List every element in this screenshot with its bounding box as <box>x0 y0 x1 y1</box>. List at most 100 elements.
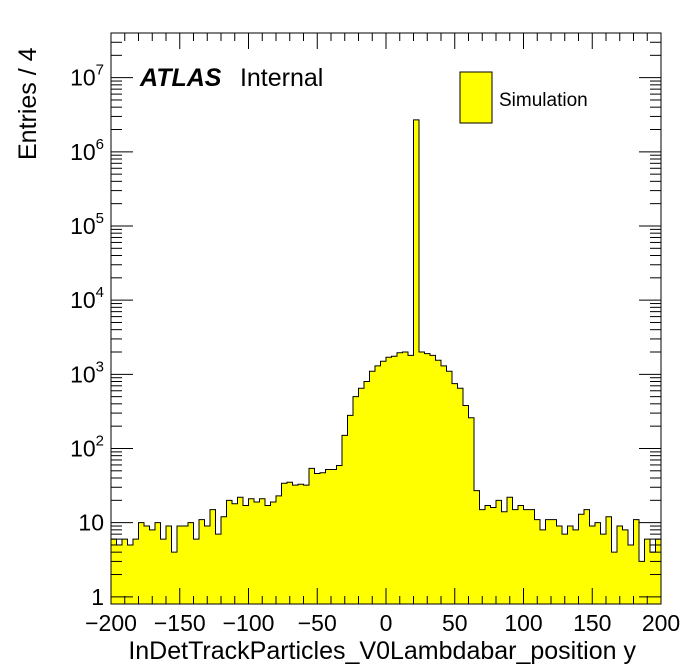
histogram-bar <box>320 472 326 604</box>
histogram-bar <box>479 509 486 604</box>
x-tick-label: 100 <box>504 610 542 636</box>
histogram-bar <box>523 509 530 604</box>
histogram-bar <box>347 415 354 604</box>
atlas-label: ATLAS Internal <box>139 64 323 92</box>
histogram-bar <box>380 361 387 604</box>
histogram-bar <box>463 405 469 604</box>
histogram-bar <box>655 539 662 604</box>
histogram-bar <box>430 355 436 604</box>
histogram-bar <box>551 519 557 604</box>
histogram-bar <box>452 383 458 604</box>
histogram-outline <box>110 119 662 604</box>
histogram-bar <box>182 526 189 604</box>
histogram-bar <box>584 509 590 604</box>
histogram-bar <box>199 519 205 604</box>
y-tick-label: 107 <box>70 62 104 91</box>
histogram-bar <box>155 522 161 604</box>
histogram-bar <box>342 435 348 604</box>
histogram-bar <box>122 539 128 604</box>
histogram-bar <box>611 552 618 604</box>
histogram-bar <box>364 381 370 604</box>
x-tick-label: −50 <box>298 610 337 636</box>
histogram-bar <box>391 356 398 604</box>
histogram-bar <box>303 485 310 604</box>
x-tick-label: −150 <box>154 610 206 636</box>
legend-label: Simulation <box>499 90 588 111</box>
histogram-bar <box>243 505 249 604</box>
histogram-bar <box>325 469 332 604</box>
histogram-bar <box>639 561 645 604</box>
histogram-bar <box>287 482 293 604</box>
histogram-bar <box>133 539 139 604</box>
histogram-bar <box>314 473 321 604</box>
histogram-bar <box>617 526 623 604</box>
x-tick-label: 150 <box>573 610 611 636</box>
histogram-bar <box>595 522 601 604</box>
histogram-bar <box>292 485 299 604</box>
histogram-bar <box>512 509 519 604</box>
histogram-bar <box>529 509 535 604</box>
histogram-bar <box>490 507 497 604</box>
x-tick-label: −100 <box>223 610 275 636</box>
x-axis-title: InDetTrackParticles_V0Lambdabar_position… <box>128 637 636 665</box>
histogram-bar <box>270 501 277 604</box>
histogram-bar <box>309 468 315 604</box>
y-tick-label: 103 <box>70 358 104 387</box>
histogram-bar <box>353 396 359 604</box>
histogram-bar <box>413 119 420 604</box>
histogram-bar <box>149 529 156 604</box>
x-tick-label: 50 <box>442 610 468 636</box>
x-tick-label: −200 <box>85 610 137 636</box>
atlas-label-bold: ATLAS <box>139 64 222 92</box>
histogram-bar <box>237 497 244 604</box>
histogram-bar <box>369 371 376 604</box>
histogram-bar <box>468 417 475 604</box>
histogram-bars <box>110 119 662 604</box>
histogram-bar <box>232 503 238 604</box>
histogram-bar <box>281 483 288 604</box>
histogram-bar <box>215 534 222 604</box>
histogram-bar <box>578 514 585 604</box>
y-tick-label: 1 <box>91 584 104 610</box>
histogram-bar <box>633 519 640 604</box>
histogram-bar <box>248 498 255 604</box>
histogram-bar <box>188 522 194 604</box>
histogram-bar <box>166 526 172 604</box>
histogram-bar <box>650 552 656 604</box>
histogram-bar <box>457 388 464 604</box>
histogram-bar <box>402 351 409 604</box>
histogram-bar <box>441 365 447 604</box>
histogram-bar <box>507 497 513 604</box>
histogram-bar <box>144 526 150 604</box>
histogram-bar <box>545 519 552 604</box>
y-tick-label: 106 <box>70 136 104 165</box>
histogram-bar <box>254 501 260 604</box>
y-tick-label: 10 <box>78 510 104 536</box>
histogram-bar <box>204 526 211 604</box>
histogram-bar <box>540 529 546 604</box>
histogram-bar <box>171 552 178 604</box>
legend: Simulation <box>459 71 588 124</box>
histogram-bar <box>446 371 453 604</box>
atlas-label-internal: Internal <box>240 64 323 92</box>
histogram-bar <box>259 498 266 604</box>
histogram-bar <box>485 505 491 604</box>
histogram-bar <box>375 365 381 604</box>
histogram-bar <box>606 516 612 604</box>
legend-swatch <box>459 71 493 124</box>
histogram-bar <box>221 516 227 604</box>
histogram-bar <box>562 534 568 604</box>
histogram-bar <box>496 500 502 604</box>
histogram-bar <box>474 490 480 604</box>
histogram-bar <box>127 544 134 604</box>
histogram-bar <box>408 355 414 604</box>
histogram-bar <box>226 500 233 604</box>
histogram-bar <box>589 526 596 604</box>
histogram-bar <box>573 529 579 604</box>
histogram-bar <box>567 526 574 604</box>
histogram-bar <box>622 529 629 604</box>
histogram-bar <box>501 511 508 604</box>
histogram-bar <box>397 352 403 604</box>
histogram-bar <box>111 539 117 604</box>
histogram-bar <box>386 357 392 604</box>
